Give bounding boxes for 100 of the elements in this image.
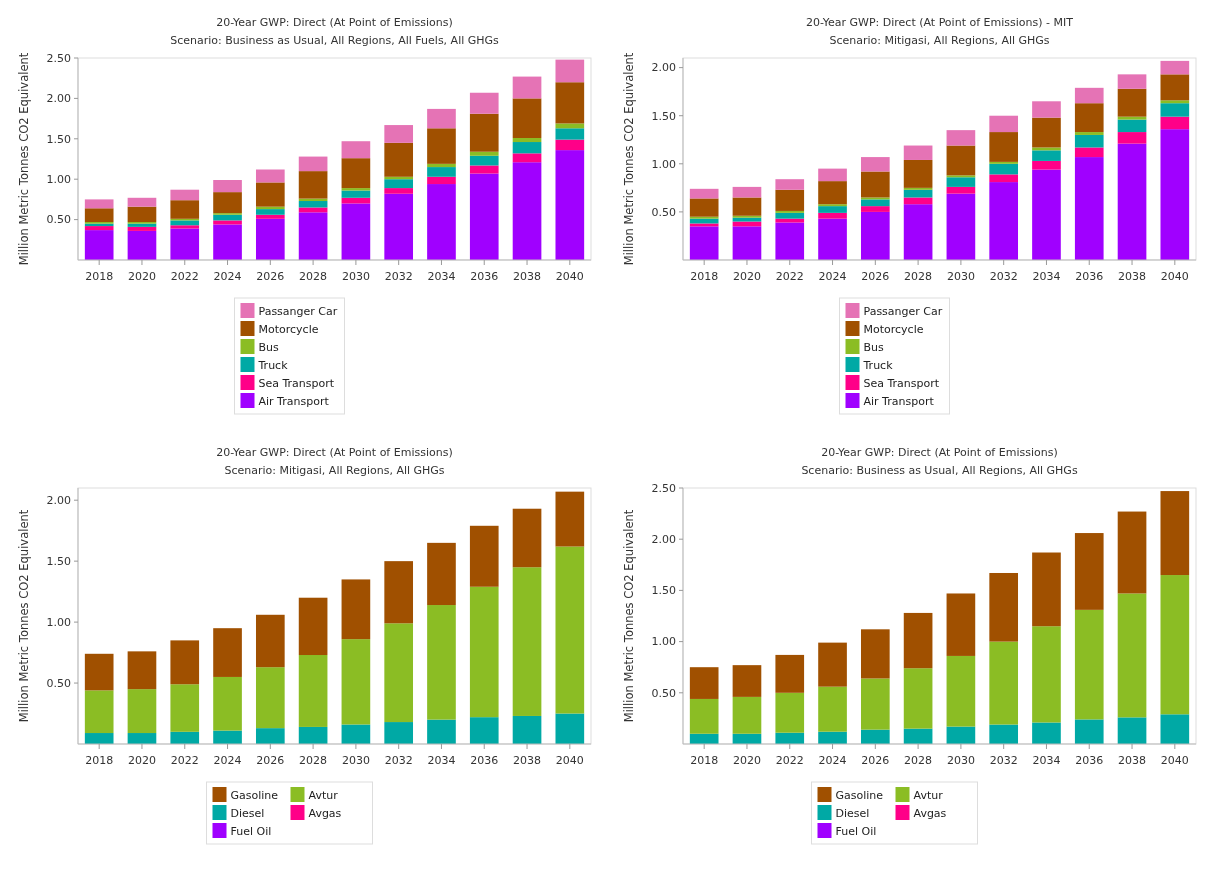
bar <box>170 228 200 260</box>
bar <box>298 156 328 172</box>
bar <box>469 525 499 587</box>
bar <box>384 179 414 189</box>
y-tick-label: 0.50 <box>46 213 71 227</box>
bar <box>989 641 1019 725</box>
bar <box>1117 132 1147 144</box>
bar <box>818 686 847 732</box>
bar <box>1160 103 1190 117</box>
x-tick-label: 2020 <box>127 270 156 283</box>
bar <box>1032 160 1061 170</box>
bar <box>255 209 285 215</box>
bar <box>427 542 456 606</box>
x-tick-label: 2040 <box>1160 270 1189 283</box>
bar <box>1117 88 1147 117</box>
y-tick-label: 1.50 <box>46 132 71 146</box>
bar <box>1117 143 1147 260</box>
bar <box>127 226 157 231</box>
bar <box>469 717 499 744</box>
bar <box>298 726 328 744</box>
bar <box>946 726 976 744</box>
bar <box>127 651 157 690</box>
x-tick-label: 2038 <box>513 270 542 283</box>
bar <box>512 137 542 143</box>
x-tick-label: 2018 <box>690 270 719 283</box>
bar <box>946 593 976 656</box>
y-tick-label: 2.50 <box>651 481 676 495</box>
bar <box>255 218 285 260</box>
bar <box>1074 609 1104 720</box>
bar <box>555 713 585 744</box>
bar <box>1032 147 1061 151</box>
bar <box>775 189 805 211</box>
legend-label: Motorcycle <box>258 323 319 336</box>
legend-label: Avgas <box>308 807 342 820</box>
bar <box>1074 157 1104 260</box>
bar <box>946 177 976 187</box>
bar <box>903 159 933 188</box>
bar <box>903 668 933 729</box>
bar <box>469 155 499 166</box>
bar <box>860 629 890 679</box>
x-tick-label: 2040 <box>1160 754 1189 767</box>
bar <box>555 123 585 129</box>
bar <box>427 184 456 260</box>
bar <box>298 201 328 208</box>
bar <box>1117 717 1147 744</box>
bar <box>775 692 805 733</box>
legend-label: Diesel <box>230 807 265 820</box>
bar <box>427 167 456 177</box>
bar <box>860 206 890 212</box>
x-tick-label: 2038 <box>1118 754 1147 767</box>
x-tick-label: 2022 <box>170 270 199 283</box>
bar <box>213 676 242 731</box>
bar <box>732 665 762 697</box>
legend-label: Truck <box>862 359 894 372</box>
x-tick-label: 2028 <box>904 754 933 767</box>
bar <box>512 153 542 163</box>
bar <box>427 176 456 185</box>
x-tick-label: 2024 <box>818 754 847 767</box>
bar <box>775 222 805 260</box>
legend-label: Bus <box>258 341 280 354</box>
bar <box>213 730 242 744</box>
legend-label: Motorcycle <box>863 323 924 336</box>
legend-label: Sea Transport <box>258 377 335 390</box>
bar <box>555 139 585 151</box>
bar <box>298 597 328 656</box>
x-tick-label: 2032 <box>989 270 1018 283</box>
legend-label: Avtur <box>913 789 944 802</box>
bar <box>989 163 1019 175</box>
bar <box>732 197 762 216</box>
bar <box>818 731 847 744</box>
bar <box>1074 533 1104 610</box>
y-tick-label: 0.50 <box>651 686 676 700</box>
bar <box>170 640 200 685</box>
bar <box>170 225 200 229</box>
bar <box>1117 74 1147 89</box>
bar <box>341 158 371 189</box>
bar <box>1074 132 1104 135</box>
x-tick-label: 2032 <box>384 754 413 767</box>
x-tick-label: 2024 <box>213 754 242 767</box>
y-tick-label: 1.50 <box>651 109 676 123</box>
x-tick-label: 2034 <box>1032 270 1061 283</box>
bar <box>427 605 456 720</box>
x-tick-label: 2022 <box>775 270 804 283</box>
bar <box>555 546 585 714</box>
bar <box>384 142 414 177</box>
x-tick-label: 2026 <box>256 270 285 283</box>
x-tick-label: 2028 <box>299 270 328 283</box>
bar <box>946 193 976 260</box>
legend-label: Sea Transport <box>863 377 940 390</box>
bar <box>512 142 542 154</box>
bar <box>298 212 328 260</box>
bar <box>1117 593 1147 718</box>
bar <box>384 188 414 194</box>
bar <box>84 230 114 260</box>
bar <box>818 181 847 205</box>
bar <box>1160 129 1190 260</box>
chart-subtitle: Scenario: Mitigasi, All Regions, All GHGs <box>829 34 1050 47</box>
bar <box>1074 103 1104 133</box>
bar <box>818 212 847 219</box>
x-tick-label: 2032 <box>384 270 413 283</box>
